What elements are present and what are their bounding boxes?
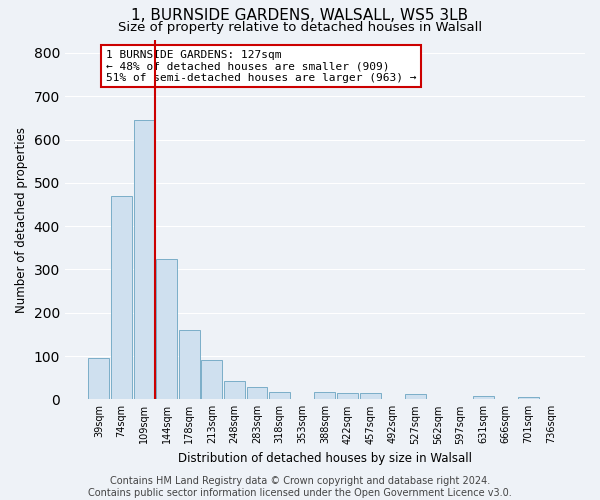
Text: 1, BURNSIDE GARDENS, WALSALL, WS5 3LB: 1, BURNSIDE GARDENS, WALSALL, WS5 3LB [131, 8, 469, 22]
Bar [88, 358, 109, 400]
Text: 1 BURNSIDE GARDENS: 127sqm
← 48% of detached houses are smaller (909)
51% of sem: 1 BURNSIDE GARDENS: 127sqm ← 48% of deta… [106, 50, 416, 82]
Bar [111, 196, 132, 400]
Bar [224, 381, 245, 400]
Bar [202, 360, 222, 400]
Bar [473, 396, 494, 400]
Bar [134, 120, 154, 400]
Bar [247, 387, 268, 400]
Text: Size of property relative to detached houses in Walsall: Size of property relative to detached ho… [118, 21, 482, 34]
Bar [360, 393, 380, 400]
Bar [337, 393, 358, 400]
Bar [179, 330, 200, 400]
X-axis label: Distribution of detached houses by size in Walsall: Distribution of detached houses by size … [178, 452, 472, 465]
Bar [518, 397, 539, 400]
Bar [269, 392, 290, 400]
Text: Contains HM Land Registry data © Crown copyright and database right 2024.
Contai: Contains HM Land Registry data © Crown c… [88, 476, 512, 498]
Bar [314, 392, 335, 400]
Bar [156, 258, 177, 400]
Y-axis label: Number of detached properties: Number of detached properties [15, 126, 28, 312]
Bar [405, 394, 426, 400]
